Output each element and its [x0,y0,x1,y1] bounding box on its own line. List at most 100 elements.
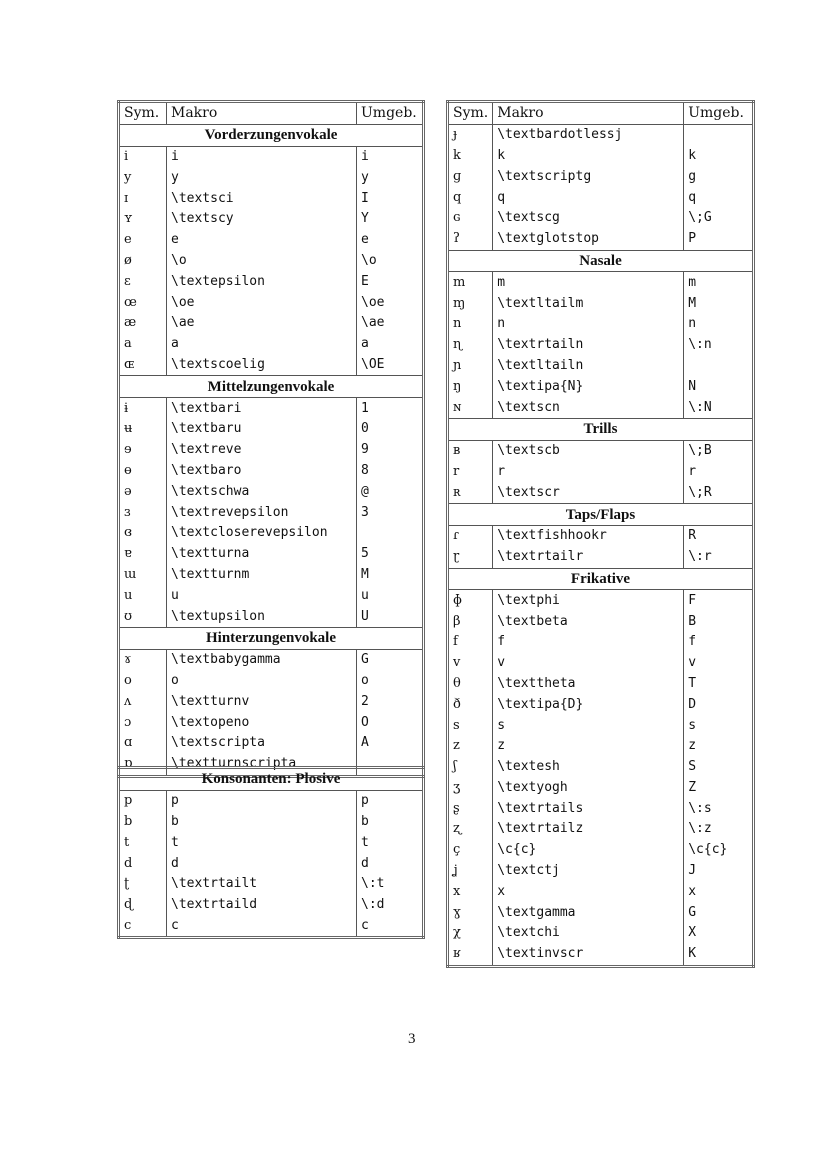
table-row: ʒ \textyogh Z [447,777,754,799]
macro-cell: \textrevepsilon [166,502,357,523]
symbol-cell: ʙ [447,440,494,462]
table-row: ɟ \textbardotlessj [447,124,754,146]
macro-cell: \textipa{D} [492,694,685,716]
env-cell: s [688,717,697,733]
consonant-table-continued: Sym. Makro Umgeb. ɟ \textbardotlessj k k k ɡ \tex… [446,100,755,968]
env-cell: X [688,925,697,941]
env-cell: 0 [361,421,369,437]
symbol-cell: c [118,915,167,938]
table-row: ʃ \textesh S [447,756,754,778]
symbol-cell: ɳ [447,334,494,356]
symbol-cell: ɔ [118,712,167,733]
table-row: ø \o \o [118,250,424,272]
table-row: ŋ \textipa{N} N [447,376,754,398]
symbol-cell: ʀ [447,482,494,504]
macro-cell: \textturna [166,543,357,565]
header-env: Umgeb. [683,101,754,125]
macro-cell: \textphi [492,589,685,612]
symbol-cell: v [447,652,494,674]
table-row: ɳ \textrtailn \:n [447,334,754,356]
macro-cell: \textbaru [166,418,357,440]
macro-cell: f [492,631,685,653]
macro-cell: m [492,271,685,294]
macro-cell: \textreve [166,439,357,461]
macro-cell: \texttheta [492,673,685,695]
macro-cell: \textchi [492,923,685,944]
env-cell: K [688,946,697,962]
macro-cell: \oe [166,292,357,313]
table-row: ʐ \textrtailz \:z [447,819,754,840]
macro-cell: \textesh [492,756,685,778]
symbol-cell: ɯ [118,564,167,586]
symbol-cell: χ [447,923,494,944]
macro-cell: k [492,145,685,167]
symbol-cell: ŋ [447,376,494,398]
env-cell: B [688,613,697,629]
env-cell: E [361,273,369,289]
env-cell: \o [361,252,377,268]
macro-cell: \textturnm [166,564,357,586]
table-row: ʏ \textscy Y [118,208,424,230]
env-cell: c [361,917,369,933]
symbol-cell: q [447,187,494,208]
env-cell: f [688,634,697,650]
env-cell: i [361,148,369,164]
table-row: ɶ \textscoelig \OE [118,354,424,376]
symbol-cell: ʐ [447,819,494,840]
env-cell: g [688,168,697,184]
table-row: ð \textipa{D} D [447,694,754,716]
symbol-cell: ʊ [118,606,167,628]
env-cell: J [688,863,697,879]
macro-cell: \textgamma [492,902,685,924]
section-header: Nasale [447,249,754,273]
table-row: ɐ \textturna 5 [118,543,424,565]
macro-cell: v [492,652,685,674]
symbol-cell: ɸ [447,589,494,612]
macro-cell: n [492,313,685,335]
section-title: Hinterzungenvokale [118,626,424,650]
env-cell: Z [688,779,697,795]
symbol-cell: ɡ [447,166,494,188]
symbol-cell: ʔ [447,228,494,251]
macro-cell: p [166,790,357,812]
plosive-table: Konsonanten: Plosive p p p b b b t t t d d d ʈ \textrt… [117,766,425,940]
table-row: ɨ \textbari 1 [118,397,424,419]
macro-cell: \textfishhookr [492,525,685,547]
env-cell: P [688,231,697,247]
env-cell: @ [361,483,369,499]
env-cell: \:d [361,897,385,913]
table-row: β \textbeta B [447,611,754,632]
table-row: θ \texttheta T [447,673,754,695]
macro-cell: \textbardotlessj [492,124,685,146]
env-cell: \:N [688,399,712,415]
symbol-cell: ɞ [118,522,167,544]
section-title: Konsonanten: Plosive [118,767,424,791]
macro-cell: u [166,585,357,607]
macro-cell: \textipa{N} [492,376,685,398]
header-row: Sym. Makro Umgeb. [118,101,424,125]
env-cell: M [361,566,369,582]
env-cell: \;B [688,443,712,459]
table-row: œ \oe \oe [118,292,424,313]
env-cell: 9 [361,442,369,458]
symbol-cell: ʌ [118,691,167,713]
macro-cell: \textsci [166,188,357,209]
env-cell: q [688,189,697,205]
section-header: Taps/Flaps [447,503,754,526]
symbol-cell: i [118,146,167,168]
macro-cell: \textscb [492,440,685,462]
env-cell: F [688,592,697,608]
symbol-cell: ɾ [447,525,494,547]
symbol-cell: ʉ [118,418,167,440]
env-cell: T [688,675,697,691]
